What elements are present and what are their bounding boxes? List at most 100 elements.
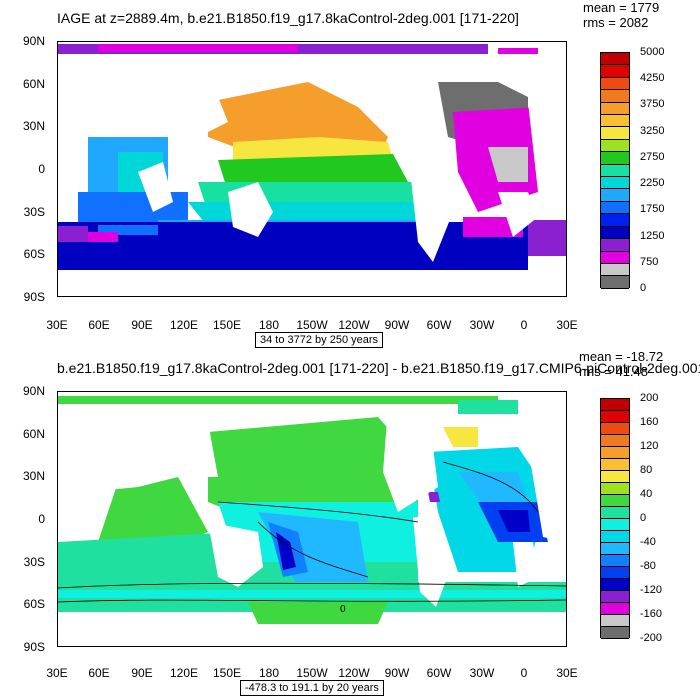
colorbar-swatch — [601, 471, 629, 483]
colorbar-label: 750 — [640, 255, 659, 268]
colorbar-swatch — [601, 567, 629, 579]
colorbar-swatch — [601, 139, 629, 153]
colorbar-label: 40 — [640, 488, 653, 500]
panel-1-lat-label: 60N — [22, 77, 45, 91]
panel-2-lon-label: 180 — [258, 666, 280, 680]
colorbar-swatch — [601, 411, 629, 423]
panel-2-lat-label: 30N — [22, 469, 45, 483]
panel-2-lat-label: 90N — [22, 384, 45, 398]
colorbar-swatch — [601, 627, 629, 639]
panel-1-lon-label: 30E — [46, 318, 68, 332]
colorbar-label: -200 — [640, 632, 663, 644]
panel-1-lat-label: 30S — [23, 205, 45, 219]
colorbar-label: 1250 — [640, 229, 665, 242]
colorbar-swatch — [601, 423, 629, 435]
panel-2-lat-label: 90S — [23, 640, 45, 654]
colorbar-swatch — [601, 615, 629, 627]
colorbar-swatch — [601, 276, 629, 289]
colorbar-label: 3250 — [640, 124, 665, 137]
panel-2-lon-label: 30E — [556, 666, 578, 680]
colorbar-swatch — [601, 90, 629, 103]
colorbar-label: -80 — [640, 560, 656, 572]
panel-2-lon-label: 30W — [469, 666, 495, 680]
panel-2-lat-label: 60S — [23, 597, 45, 611]
panel-2-lon-label: 60W — [426, 666, 452, 680]
colorbar-swatch — [601, 164, 629, 178]
panel-2-ocean-field: 0 — [58, 396, 566, 646]
panel-2-lon-label: 120E — [169, 666, 199, 680]
panel-1-lon-label: 60E — [88, 318, 110, 332]
colorbar-swatch — [601, 127, 629, 140]
panel-2-lon-label: 30E — [46, 666, 68, 680]
colorbar-swatch — [601, 507, 629, 519]
colorbar-label: 80 — [640, 464, 653, 476]
panel-1-lon-label: 180 — [258, 318, 280, 332]
colorbar-swatch — [601, 459, 629, 471]
colorbar-swatch — [601, 543, 629, 555]
colorbar-swatch — [601, 435, 629, 447]
colorbar-swatch — [601, 65, 629, 78]
colorbar-swatch — [601, 591, 629, 603]
panel-1-lon-label: 30W — [469, 318, 495, 332]
panel-2-map: 0 — [57, 391, 567, 647]
panel-1-lon-label: 90W — [384, 318, 410, 332]
colorbar-label: 0 — [640, 282, 647, 294]
colorbar-swatch — [601, 239, 629, 252]
colorbar-swatch — [601, 152, 629, 165]
panel-2-lon-label: 150E — [212, 666, 242, 680]
panel-1-lat-label: 90S — [23, 290, 45, 304]
panel-1-lat-label: 60S — [23, 247, 45, 261]
colorbar-label: 200 — [640, 392, 659, 404]
panel-1-rms: rms = 2082 — [583, 15, 649, 30]
colorbar-swatch — [601, 177, 629, 190]
colorbar-swatch — [601, 53, 629, 66]
panel-1-lon-label: 90E — [131, 318, 153, 332]
panel-2-lon-label: 150W — [296, 666, 328, 680]
colorbar-swatch — [601, 189, 629, 202]
panel-1-lon-label: 120W — [338, 318, 370, 332]
panel-2-lon-label: 60E — [88, 666, 110, 680]
colorbar-label: 0 — [640, 512, 647, 524]
panel-1-lon-label: 30E — [556, 318, 578, 332]
panel-2-contour-label: 0 — [340, 604, 346, 615]
colorbar-label: 120 — [640, 440, 659, 452]
panel-2-rms: rms = 41.48 — [579, 364, 649, 379]
panel-1-title: IAGE at z=2889.4m, b.e21.B1850.f19_g17.8… — [57, 10, 519, 26]
colorbar-label: -160 — [640, 608, 663, 620]
panel-1-colorbar — [600, 52, 630, 289]
panel-1-map — [57, 41, 567, 297]
panel-2-lon-label: 90E — [131, 666, 153, 680]
colorbar-swatch — [601, 579, 629, 591]
colorbar-swatch — [601, 519, 629, 531]
panel-2-lat-label: 60N — [22, 427, 45, 441]
colorbar-label: 1750 — [640, 203, 665, 216]
panel-1-lat-label: 30N — [22, 119, 45, 133]
panel-2-lon-label: 120W — [338, 666, 370, 680]
panel-1-lon-label: 150E — [212, 318, 242, 332]
panel-2-lat-label: 30S — [23, 555, 45, 569]
colorbar-swatch — [601, 214, 629, 227]
panel-2-range-box: -478.3 to 191.1 by 20 years — [240, 680, 384, 696]
colorbar-swatch — [601, 447, 629, 459]
panel-2-lat-label: 0 — [38, 512, 45, 526]
panel-2-title: b.e21.B1850.f19_g17.8kaControl-2deg.001 … — [57, 360, 700, 376]
colorbar-swatch — [601, 399, 629, 411]
colorbar-swatch — [601, 531, 629, 543]
colorbar-label: 5000 — [640, 46, 665, 58]
panel-1-mean: mean = 1779 — [583, 0, 660, 15]
panel-1-lon-label: 0 — [520, 318, 528, 332]
colorbar-swatch — [601, 77, 629, 91]
panel-2-colorbar — [600, 398, 630, 639]
colorbar-label: 2250 — [640, 177, 665, 190]
colorbar-swatch — [601, 495, 629, 507]
panel-1-range-box: 34 to 3772 by 250 years — [255, 332, 384, 348]
panel-2-lon-label: 90W — [384, 666, 410, 680]
colorbar-label: -40 — [640, 536, 656, 548]
panel-1-lat-label: 0 — [38, 162, 45, 176]
colorbar-swatch — [601, 115, 629, 128]
colorbar-label: 2750 — [640, 150, 665, 163]
colorbar-swatch — [601, 263, 629, 277]
colorbar-swatch — [601, 201, 629, 215]
colorbar-label: 3750 — [640, 98, 665, 111]
panel-2-lon-label: 0 — [520, 666, 528, 680]
